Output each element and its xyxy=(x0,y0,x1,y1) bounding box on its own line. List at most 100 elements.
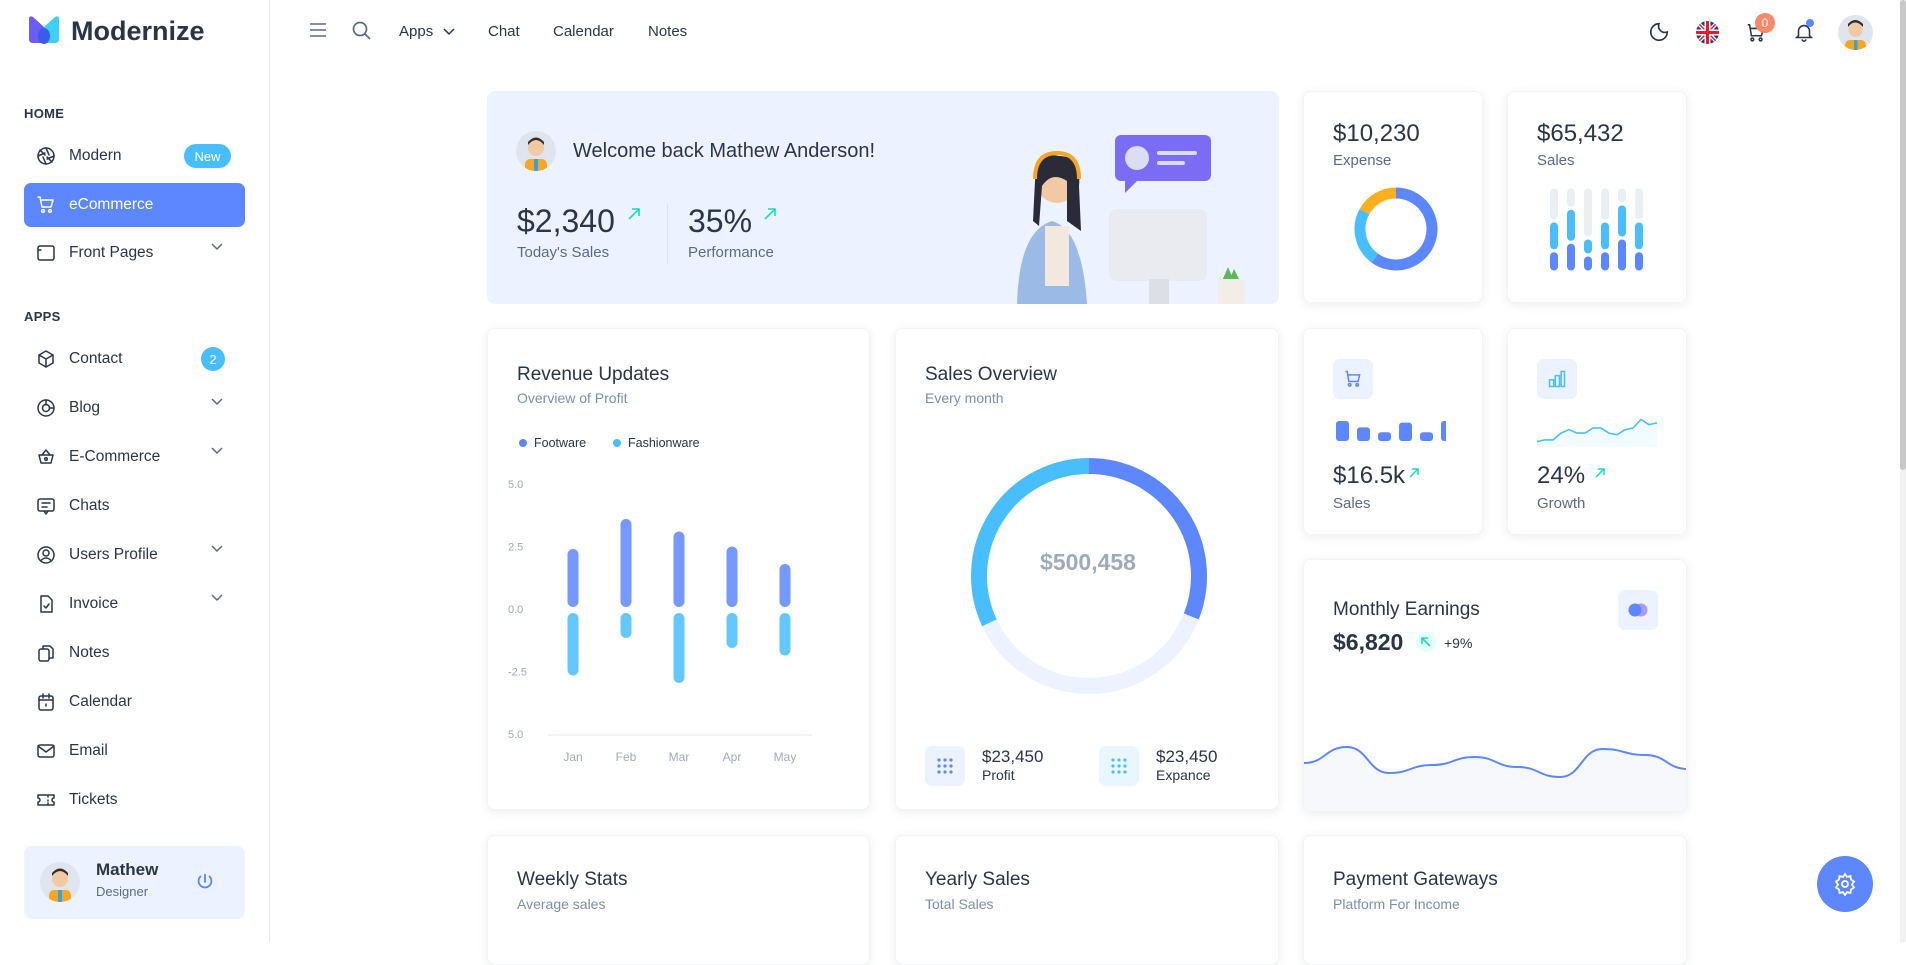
stacked-bar-segment[interactable] xyxy=(1601,188,1609,220)
sidebar-item-label: Invoice xyxy=(69,595,119,612)
sales-mini-bar[interactable] xyxy=(1441,421,1446,441)
weekly-stats-title: Weekly Stats xyxy=(517,869,628,890)
dark-mode-moon-icon[interactable] xyxy=(1648,21,1670,48)
sidebar-item-front-pages[interactable]: Front Pages xyxy=(24,231,245,275)
sales-mini-bar[interactable] xyxy=(1378,432,1391,441)
menu-toggle-icon[interactable] xyxy=(309,22,327,43)
stacked-bar-segment[interactable] xyxy=(1550,222,1558,250)
sales-mini-bar[interactable] xyxy=(1336,421,1349,441)
shopping-cart-icon xyxy=(1333,359,1373,399)
weekly-stats-subtitle: Average sales xyxy=(517,896,606,912)
stacked-bar-segment[interactable] xyxy=(1618,239,1626,271)
nav-calendar[interactable]: Calendar xyxy=(553,23,614,40)
nav-apps[interactable]: Apps xyxy=(399,23,455,40)
section-label-apps: APPS xyxy=(24,309,61,324)
sidebar-item-contact[interactable]: Contact 2 xyxy=(24,337,245,381)
sidebar-item-tickets[interactable]: Tickets xyxy=(24,778,245,822)
stacked-bar-segment[interactable] xyxy=(1635,222,1643,250)
sidebar-item-label: Tickets xyxy=(69,791,118,808)
notes-icon xyxy=(36,643,56,663)
x-tick-label: Apr xyxy=(723,750,742,764)
modernize-logo-icon[interactable] xyxy=(27,15,61,45)
stacked-bar-segment[interactable] xyxy=(1550,252,1558,271)
monthly-earnings-line[interactable] xyxy=(1304,745,1687,779)
expense-label: Expense xyxy=(1333,152,1392,169)
legend-footware[interactable]: Footware xyxy=(534,436,587,450)
sidebar-item-blog[interactable]: Blog xyxy=(24,386,245,430)
trend-up-left-icon xyxy=(1416,632,1436,652)
stacked-bar-segment[interactable] xyxy=(1584,188,1592,237)
notification-bell-icon[interactable] xyxy=(1793,21,1815,48)
sidebar-item-ecommerce[interactable]: eCommerce xyxy=(24,182,245,227)
avatar[interactable] xyxy=(40,862,80,902)
nav-chat[interactable]: Chat xyxy=(488,23,520,40)
stacked-bar-segment[interactable] xyxy=(1618,188,1626,203)
revenue-bar-footware[interactable] xyxy=(567,549,579,607)
sidebar-item-label: E-Commerce xyxy=(69,448,161,465)
revenue-updates-card: Revenue Updates Overview of Profit Footw… xyxy=(487,328,870,810)
sidebar-item-chats[interactable]: Chats xyxy=(24,484,245,528)
settings-fab-button[interactable] xyxy=(1817,856,1873,912)
expense-slice[interactable] xyxy=(1354,209,1379,263)
weekly-stats-card: Weekly Stats Average sales xyxy=(487,835,870,965)
sidebar-item-email[interactable]: Email xyxy=(24,729,245,773)
y-tick-label: 5.0 xyxy=(508,729,523,741)
currency-toggle-icon[interactable] xyxy=(1618,590,1658,630)
revenue-bar-fashionware[interactable] xyxy=(567,613,579,676)
growth-line[interactable] xyxy=(1537,418,1658,443)
nav-apps-label: Apps xyxy=(399,23,434,40)
language-flag-uk-icon[interactable] xyxy=(1696,21,1719,44)
sales-mini-bar-chart xyxy=(1336,421,1446,441)
todays-sales-value: $2,340 xyxy=(517,203,615,239)
sidebar-item-label: Chats xyxy=(69,497,110,514)
expense-slice[interactable] xyxy=(1371,187,1438,271)
stacked-bar-segment[interactable] xyxy=(1635,188,1643,220)
stacked-bar-segment[interactable] xyxy=(1567,209,1575,241)
stacked-bar-segment[interactable] xyxy=(1618,205,1626,237)
app-name[interactable]: Modernize xyxy=(71,16,205,46)
sales-small-label: Sales xyxy=(1333,495,1371,512)
legend-fashionware[interactable]: Fashionware xyxy=(628,436,700,450)
sidebar-item-invoice[interactable]: Invoice xyxy=(24,582,245,626)
revenue-bar-footware[interactable] xyxy=(673,531,685,608)
sidebar-item-calendar[interactable]: Calendar xyxy=(24,680,245,724)
sales-overview-slice[interactable] xyxy=(971,458,1090,627)
header-avatar[interactable] xyxy=(1838,15,1873,50)
stacked-bar-segment[interactable] xyxy=(1584,239,1592,254)
stacked-bar-segment[interactable] xyxy=(1567,243,1575,271)
stacked-bar-segment[interactable] xyxy=(1550,188,1558,220)
revenue-bar-fashionware[interactable] xyxy=(726,613,738,648)
sidebar-item-e-commerce[interactable]: E-Commerce xyxy=(24,435,245,479)
revenue-bar-fashionware[interactable] xyxy=(779,613,791,656)
sales-stacked-bar-chart xyxy=(1550,188,1643,271)
nav-notes[interactable]: Notes xyxy=(648,23,688,40)
revenue-bar-fashionware[interactable] xyxy=(620,613,632,638)
stacked-bar-segment[interactable] xyxy=(1601,252,1609,271)
scrollbar[interactable] xyxy=(1900,0,1906,942)
search-icon[interactable] xyxy=(352,21,372,46)
sidebar-item-modern[interactable]: Modern New xyxy=(24,134,245,178)
revenue-bar-footware[interactable] xyxy=(620,519,632,607)
stacked-bar-segment[interactable] xyxy=(1601,222,1609,250)
expense-slice[interactable] xyxy=(1359,187,1397,215)
revenue-bar-fashionware[interactable] xyxy=(673,613,685,683)
revenue-bar-footware[interactable] xyxy=(726,546,738,608)
stacked-bar-segment[interactable] xyxy=(1567,188,1575,207)
sidebar-item-label: Calendar xyxy=(69,693,132,710)
sales-mini-bar[interactable] xyxy=(1420,432,1433,441)
sidebar-item-notes[interactable]: Notes xyxy=(24,631,245,675)
message-icon xyxy=(36,496,56,516)
performance-label: Performance xyxy=(688,244,774,261)
sidebar-item-users-profile[interactable]: Users Profile xyxy=(24,533,245,577)
sales-overview-slice[interactable] xyxy=(1088,458,1207,620)
stacked-bar-segment[interactable] xyxy=(1635,252,1643,271)
stacked-bar-segment[interactable] xyxy=(1584,256,1592,271)
logout-power-icon[interactable] xyxy=(194,871,216,898)
sales-mini-bar[interactable] xyxy=(1399,422,1412,441)
sidebar: Modernize HOME APPS Modern New eCommerce Fr… xyxy=(0,0,270,942)
y-tick-label: 2.5 xyxy=(508,542,523,554)
sales-mini-bar[interactable] xyxy=(1357,427,1370,441)
revenue-bar-footware[interactable] xyxy=(779,564,791,607)
sales-overview-donut-chart xyxy=(971,458,1207,694)
sales-overview-slice[interactable] xyxy=(982,613,1199,694)
